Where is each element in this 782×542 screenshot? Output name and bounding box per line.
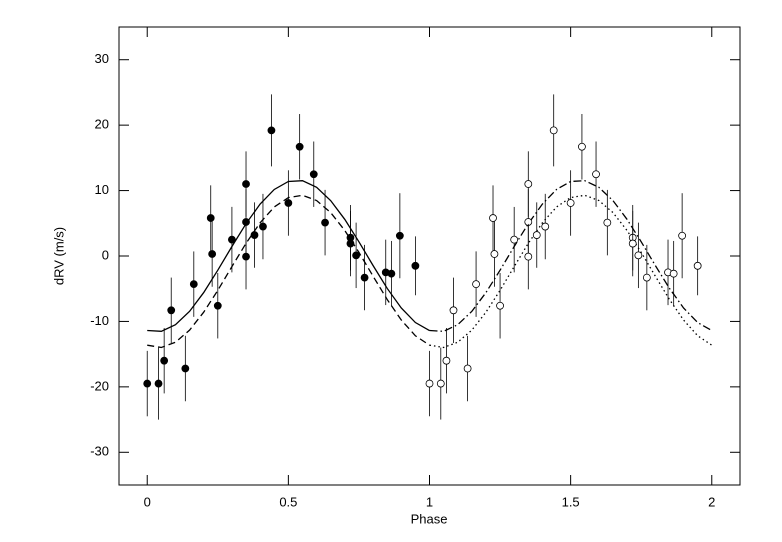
data-point: [387, 269, 396, 278]
data-point: [321, 218, 329, 227]
y-tick-label: -30: [90, 444, 109, 459]
data-point: [346, 239, 355, 248]
data-point: [628, 239, 637, 248]
data-point: [532, 231, 541, 239]
data-point: [496, 301, 504, 310]
data-point: [490, 250, 499, 258]
data-point: [228, 235, 236, 244]
data-point: [242, 180, 250, 188]
data-point: [549, 126, 558, 135]
data-point: [634, 251, 643, 260]
data-point: [167, 306, 176, 315]
data-point: [309, 170, 318, 179]
y-tick-label: -20: [90, 378, 109, 393]
data-point: [566, 199, 575, 207]
model-curve: [429, 180, 713, 332]
data-point: [411, 261, 420, 270]
data-point: [436, 379, 445, 388]
y-tick-label: 20: [95, 117, 109, 132]
data-point: [592, 170, 600, 179]
data-point: [259, 222, 267, 231]
x-tick-label: 2: [708, 494, 715, 509]
data-point: [143, 379, 152, 388]
data-point: [603, 218, 612, 227]
data-point: [189, 280, 198, 289]
data-point: [295, 142, 304, 151]
y-tick-label: 0: [102, 247, 109, 262]
y-tick-label: 10: [95, 182, 109, 197]
x-tick-label: 0: [144, 494, 151, 509]
data-point: [489, 214, 497, 222]
data-point: [267, 126, 276, 135]
data-point: [425, 379, 434, 388]
data-point: [213, 301, 222, 310]
data-point: [578, 142, 586, 151]
y-tick-label: -10: [90, 313, 109, 328]
data-point: [678, 231, 687, 240]
y-axis-label: dRV (m/s): [51, 227, 66, 285]
data-point: [449, 306, 458, 315]
data-point: [360, 273, 369, 282]
data-point: [352, 251, 361, 260]
x-axis-label: Phase: [411, 511, 448, 526]
data-point: [524, 180, 533, 188]
data-point: [154, 379, 163, 388]
data-point: [510, 235, 519, 244]
data-point: [395, 231, 404, 240]
data-point: [524, 252, 533, 261]
x-tick-label: 1.5: [562, 494, 580, 509]
data-point: [206, 214, 215, 222]
data-point: [642, 273, 651, 282]
data-point: [693, 261, 702, 270]
data-point: [242, 252, 250, 261]
data-point: [284, 199, 293, 207]
data-point: [669, 269, 678, 278]
data-point: [160, 356, 169, 365]
y-tick-label: 30: [95, 51, 109, 66]
data-point: [541, 222, 550, 231]
data-point: [463, 364, 472, 373]
data-point: [442, 356, 451, 365]
data-point: [472, 280, 480, 289]
data-point: [250, 231, 259, 239]
x-tick-label: 0.5: [279, 494, 297, 509]
data-point: [181, 364, 190, 373]
data-point: [208, 250, 217, 258]
x-tick-label: 1: [426, 494, 433, 509]
